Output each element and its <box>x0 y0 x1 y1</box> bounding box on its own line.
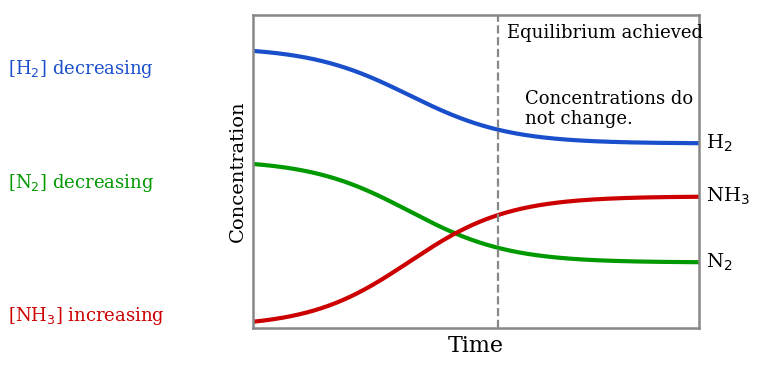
Text: N$_2$: N$_2$ <box>706 251 732 273</box>
Text: Concentrations do
not change.: Concentrations do not change. <box>525 90 694 128</box>
Text: H$_2$: H$_2$ <box>706 133 732 154</box>
Text: NH$_3$: NH$_3$ <box>706 186 750 207</box>
Text: [N$_2$] decreasing: [N$_2$] decreasing <box>8 172 154 194</box>
Text: [H$_2$] decreasing: [H$_2$] decreasing <box>8 58 154 80</box>
Y-axis label: Concentration: Concentration <box>229 101 247 242</box>
Text: [NH$_3$] increasing: [NH$_3$] increasing <box>8 305 164 327</box>
Text: Equilibrium achieved: Equilibrium achieved <box>508 24 703 42</box>
X-axis label: Time: Time <box>449 335 504 357</box>
